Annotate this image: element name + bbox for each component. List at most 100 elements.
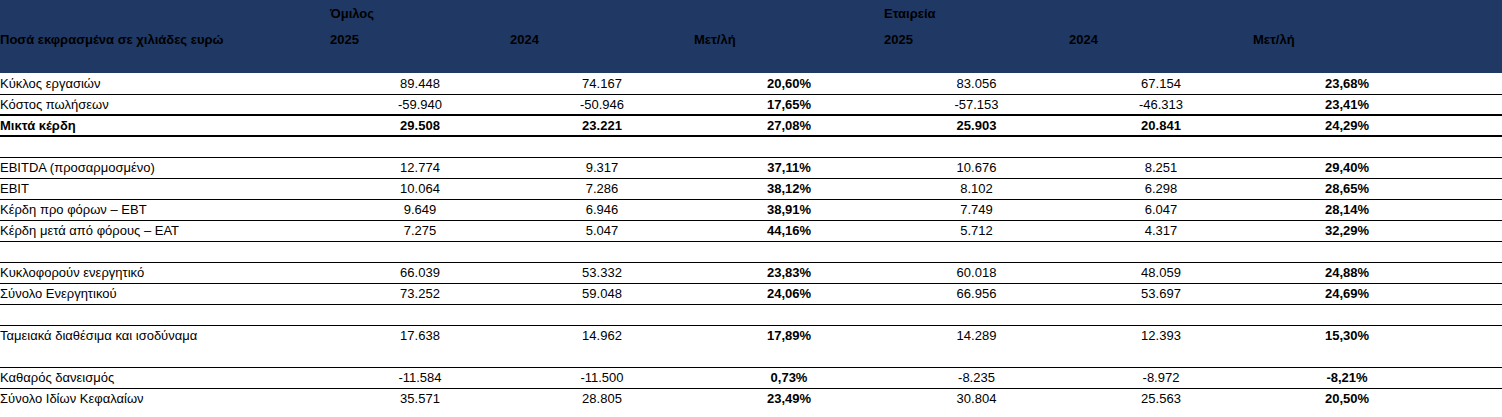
- column-header-row: Ποσά εκφρασμένα σε χιλιάδες ευρώ 2025 20…: [0, 26, 1502, 52]
- row-trailing-spacer: [1441, 178, 1502, 199]
- group-header-row: Όμιλος Εταιρεία: [0, 0, 1502, 26]
- change-value-cell: 28,65%: [1253, 178, 1441, 199]
- value-cell: [510, 136, 694, 157]
- group-header-omilos: Όμιλος: [330, 0, 510, 26]
- value-cell: 83.056: [884, 73, 1069, 94]
- change-value-cell: [694, 136, 884, 157]
- column-header-2024-company: 2024: [1069, 26, 1253, 52]
- row-label: Κυκλοφορούν ενεργητικό: [0, 262, 330, 283]
- value-cell: [330, 136, 510, 157]
- value-cell: -8.235: [884, 367, 1069, 388]
- value-cell: [1069, 136, 1253, 157]
- value-cell: [330, 241, 510, 262]
- row-trailing-spacer: [1441, 304, 1502, 325]
- change-value-cell: 32,29%: [1253, 220, 1441, 241]
- table-row: Σύνολο Ενεργητικού73.25259.04824,06%66.9…: [0, 283, 1502, 304]
- value-cell: 8.251: [1069, 157, 1253, 178]
- table-row: Κέρδη προ φόρων – EBT9.6496.94638,91%7.7…: [0, 199, 1502, 220]
- value-cell: 12.393: [1069, 325, 1253, 346]
- change-value-cell: 24,29%: [1253, 115, 1441, 136]
- row-label: EBITDA (προσαρμοσμένο): [0, 157, 330, 178]
- row-trailing-spacer: [1441, 73, 1502, 94]
- header-padding-row: [0, 52, 1502, 73]
- group-header-etaireia: Εταιρεία: [884, 0, 1069, 26]
- change-value-cell: 24,69%: [1253, 283, 1441, 304]
- change-value-cell: [1253, 346, 1441, 367]
- value-cell: 14.289: [884, 325, 1069, 346]
- value-cell: 9.317: [510, 157, 694, 178]
- value-cell: 7.749: [884, 199, 1069, 220]
- row-label: Κέρδη προ φόρων – EBT: [0, 199, 330, 220]
- change-value-cell: 38,12%: [694, 178, 884, 199]
- change-value-cell: [694, 346, 884, 367]
- value-cell: 35.571: [330, 388, 510, 409]
- value-cell: 67.154: [1069, 73, 1253, 94]
- row-trailing-spacer: [1441, 199, 1502, 220]
- row-label: [0, 136, 330, 157]
- value-cell: 59.048: [510, 283, 694, 304]
- value-cell: 53.697: [1069, 283, 1253, 304]
- value-cell: [884, 304, 1069, 325]
- row-label: Μικτά κέρδη: [0, 115, 330, 136]
- change-value-cell: [1253, 304, 1441, 325]
- value-cell: 14.962: [510, 325, 694, 346]
- change-value-cell: [1253, 136, 1441, 157]
- value-cell: 89.448: [330, 73, 510, 94]
- row-trailing-spacer: [1441, 262, 1502, 283]
- change-value-cell: 44,16%: [694, 220, 884, 241]
- table-header: Όμιλος Εταιρεία Ποσά εκφρασμένα σε χιλιά…: [0, 0, 1502, 73]
- value-cell: [1069, 346, 1253, 367]
- value-cell: -57.153: [884, 94, 1069, 115]
- change-value-cell: -8,21%: [1253, 367, 1441, 388]
- change-value-cell: 37,11%: [694, 157, 884, 178]
- value-cell: 8.102: [884, 178, 1069, 199]
- value-cell: -50.946: [510, 94, 694, 115]
- row-label: Σύνολο Ιδίων Κεφαλαίων: [0, 388, 330, 409]
- row-label: [0, 241, 330, 262]
- value-cell: 23.221: [510, 115, 694, 136]
- change-value-cell: 23,41%: [1253, 94, 1441, 115]
- row-trailing-spacer: [1441, 388, 1502, 409]
- row-label: Σύνολο Ενεργητικού: [0, 283, 330, 304]
- change-value-cell: 23,49%: [694, 388, 884, 409]
- value-cell: [510, 304, 694, 325]
- value-cell: 66.956: [884, 283, 1069, 304]
- row-label: [0, 346, 330, 367]
- value-cell: 66.039: [330, 262, 510, 283]
- value-cell: 5.712: [884, 220, 1069, 241]
- value-cell: 53.332: [510, 262, 694, 283]
- value-cell: [330, 304, 510, 325]
- value-cell: [1069, 304, 1253, 325]
- row-trailing-spacer: [1441, 157, 1502, 178]
- value-cell: 7.286: [510, 178, 694, 199]
- value-cell: 6.047: [1069, 199, 1253, 220]
- value-cell: 9.649: [330, 199, 510, 220]
- spacer-row: [0, 241, 1502, 262]
- table-row: Κέρδη μετά από φόρους – EAT7.2755.04744,…: [0, 220, 1502, 241]
- change-value-cell: 28,14%: [1253, 199, 1441, 220]
- change-value-cell: [1253, 241, 1441, 262]
- value-cell: 73.252: [330, 283, 510, 304]
- value-cell: 25.903: [884, 115, 1069, 136]
- change-value-cell: 27,08%: [694, 115, 884, 136]
- change-value-cell: 24,06%: [694, 283, 884, 304]
- row-label: Κέρδη μετά από φόρους – EAT: [0, 220, 330, 241]
- column-header-2025-group: 2025: [330, 26, 510, 52]
- value-cell: 5.047: [510, 220, 694, 241]
- value-cell: 25.563: [1069, 388, 1253, 409]
- value-cell: -11.500: [510, 367, 694, 388]
- row-trailing-spacer: [1441, 136, 1502, 157]
- change-value-cell: 15,30%: [1253, 325, 1441, 346]
- value-cell: 30.804: [884, 388, 1069, 409]
- row-label: Κύκλος εργασιών: [0, 73, 330, 94]
- value-cell: [884, 241, 1069, 262]
- value-cell: 6.946: [510, 199, 694, 220]
- value-cell: 20.841: [1069, 115, 1253, 136]
- value-cell: 74.167: [510, 73, 694, 94]
- value-cell: 7.275: [330, 220, 510, 241]
- spacer-row: [0, 136, 1502, 157]
- table-row: EBITDA (προσαρμοσμένο)12.7749.31737,11%1…: [0, 157, 1502, 178]
- table-row: Καθαρός δανεισμός-11.584-11.5000,73%-8.2…: [0, 367, 1502, 388]
- change-value-cell: [694, 304, 884, 325]
- value-cell: 12.774: [330, 157, 510, 178]
